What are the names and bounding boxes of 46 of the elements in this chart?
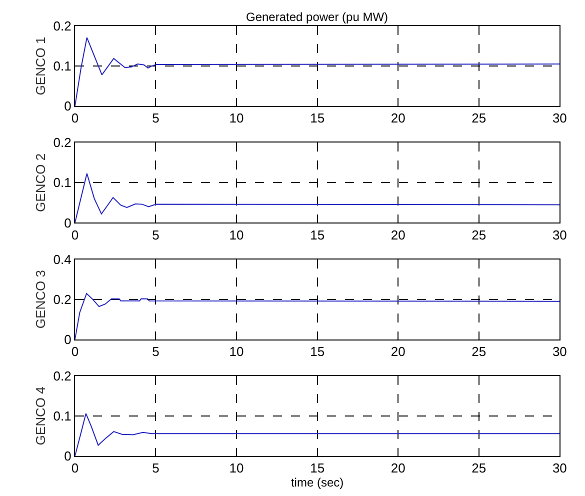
x-tick-label: 5 [152,227,160,242]
x-tick-label: 10 [229,460,244,476]
x-tick-label: 5 [152,344,160,359]
x-tick-label: 15 [310,227,325,242]
y-axis-title: GENCO 2 [33,153,48,212]
x-tick-label: 15 [310,344,325,359]
x-tick-label: 15 [310,110,325,126]
x-tick-label: 20 [390,344,406,359]
x-tick-label: 25 [472,460,486,476]
y-tick-label: 0.2 [53,18,72,34]
y-tick-label: 0.1 [53,175,72,190]
y-tick-label: 0.4 [53,252,72,267]
y-tick-label: 0 [64,98,72,114]
chart-title: Generated power (pu MW) [246,10,388,24]
y-tick-label: 0.2 [53,368,72,384]
y-tick-label: 0.1 [53,58,72,74]
x-axis-title: time (sec) [290,476,344,490]
y-tick-label: 0.2 [53,292,72,307]
x-tick-label: 30 [552,344,567,359]
x-tick-label: 10 [229,344,244,359]
x-tick-label: 30 [552,460,567,476]
x-tick-label: 25 [472,344,486,359]
x-tick-label: 20 [390,110,406,126]
x-tick-label: 20 [390,460,406,476]
y-tick-label: 0.2 [53,135,72,150]
x-tick-label: 5 [152,110,160,126]
x-tick-label: 20 [390,227,406,242]
x-tick-label: 25 [472,110,486,126]
x-tick-label: 15 [310,460,325,476]
x-tick-label: 5 [152,460,160,476]
y-axis-title: GENCO 3 [33,270,48,329]
y-tick-label: 0 [64,215,72,230]
line-series [74,413,560,456]
line-series [74,293,560,340]
y-tick-label: 0.1 [53,408,72,424]
y-axis-title: GENCO 4 [33,386,48,446]
y-tick-label: 0 [64,332,72,347]
x-tick-label: 10 [229,110,244,126]
x-tick-label: 30 [552,110,567,126]
x-tick-label: 30 [552,227,567,242]
y-tick-label: 0 [64,448,72,464]
x-tick-label: 10 [229,227,244,242]
y-axis-title: GENCO 1 [33,36,48,96]
x-tick-label: 25 [472,227,486,242]
line-series [74,172,560,223]
line-series [74,37,560,106]
